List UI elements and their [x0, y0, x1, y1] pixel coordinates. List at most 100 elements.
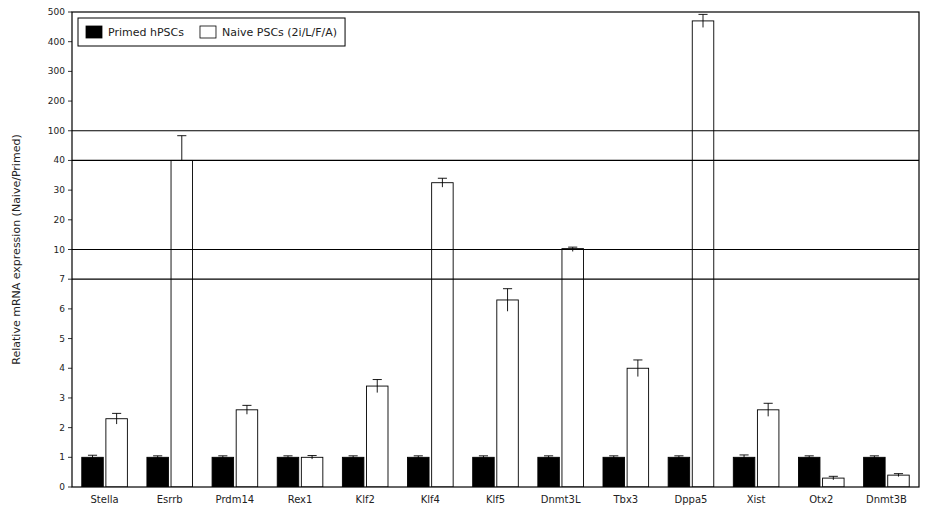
error-bar: [503, 289, 512, 312]
error-bar: [544, 456, 553, 459]
chart: 0123456710203040100200300400500StellaEsr…: [0, 0, 931, 521]
bar: [538, 457, 560, 487]
y-tick: [68, 101, 72, 102]
error-bar: [88, 455, 97, 459]
error-bar: [112, 413, 121, 424]
error-bar: [283, 456, 292, 459]
error-bar: [633, 360, 642, 377]
plot-area: [82, 14, 909, 487]
bar: [432, 183, 454, 487]
y-tick-label: 400: [48, 37, 65, 47]
bar: [82, 457, 104, 487]
y-tick-label: 100: [48, 126, 65, 136]
legend-swatch: [200, 26, 216, 38]
bar: [171, 160, 193, 487]
legend-item: Primed hPSCs: [86, 26, 184, 39]
y-tick: [68, 71, 72, 72]
error-bar: [218, 456, 227, 459]
bar: [301, 457, 323, 487]
y-tick: [68, 427, 72, 428]
x-tick-label: Dnmt3L: [541, 494, 581, 505]
legend-item: Naive PSCs (2i/L/F/A): [200, 26, 337, 39]
y-axis-label: Relative mRNA expression (Naive/Primed): [10, 134, 23, 364]
bar: [366, 386, 388, 487]
x-tick-label: Klf4: [421, 494, 440, 505]
y-tick: [68, 368, 72, 369]
error-bar: [764, 403, 773, 416]
y-tick-label: 20: [54, 215, 66, 225]
y-tick: [68, 308, 72, 309]
legend-label: Naive PSCs (2i/L/F/A): [222, 26, 337, 39]
bar: [733, 457, 755, 487]
scale-break-line: [72, 279, 919, 280]
y-tick: [68, 12, 72, 13]
legend-swatch: [86, 26, 102, 38]
y-tick-label: 500: [48, 7, 65, 17]
legend: Primed hPSCs Naive PSCs (2i/L/F/A): [78, 18, 345, 46]
error-bar: [805, 456, 814, 459]
y-tick-label: 200: [48, 96, 65, 106]
x-tick-label: Esrrb: [157, 494, 183, 505]
error-bar: [609, 456, 618, 459]
error-bar: [698, 14, 707, 27]
scale-break-line: [72, 249, 919, 250]
error-bar: [870, 456, 879, 459]
x-tick-label: Otx2: [809, 494, 833, 505]
y-tick-label: 7: [59, 274, 65, 284]
bar: [473, 457, 495, 487]
error-bar: [829, 476, 838, 480]
x-tick-label: Dnmt3B: [866, 494, 907, 505]
bar: [627, 368, 649, 487]
bar: [864, 457, 886, 487]
y-tick: [68, 487, 72, 488]
bar: [497, 300, 519, 487]
bar: [757, 410, 779, 487]
y-tick-label: 0: [59, 482, 65, 492]
error-bar: [177, 136, 186, 161]
bar: [277, 457, 299, 487]
bar: [798, 457, 820, 487]
y-tick-label: 4: [59, 363, 65, 373]
error-bar: [740, 455, 749, 460]
y-tick: [68, 249, 72, 250]
error-bar: [242, 405, 251, 414]
error-bar: [414, 456, 423, 459]
y-tick-label: 10: [54, 245, 66, 255]
y-tick: [68, 397, 72, 398]
bar: [603, 457, 625, 487]
y-tick-label: 5: [59, 334, 65, 344]
bar: [147, 457, 169, 487]
error-bar: [894, 474, 903, 477]
x-tick-label: Klf2: [356, 494, 375, 505]
y-tick: [68, 279, 72, 280]
x-tick-label: Xist: [747, 494, 766, 505]
x-tick-label: Tbx3: [612, 494, 638, 505]
y-tick-label: 40: [54, 155, 66, 165]
y-tick: [68, 219, 72, 220]
x-tick-label: Stella: [91, 494, 119, 505]
legend-frame: [78, 18, 345, 46]
x-tick-label: Klf5: [486, 494, 505, 505]
y-tick: [68, 338, 72, 339]
error-bar: [438, 178, 447, 187]
bar: [692, 21, 714, 487]
scale-break-line: [72, 130, 919, 131]
bar: [342, 457, 364, 487]
y-tick: [68, 130, 72, 131]
y-tick: [68, 457, 72, 458]
error-bar: [308, 456, 317, 460]
bar: [668, 457, 690, 487]
error-bar: [349, 456, 358, 459]
y-tick-label: 300: [48, 66, 65, 76]
bar: [562, 249, 584, 487]
x-tick-label: Dppa5: [675, 494, 708, 505]
scale-break-line: [72, 160, 919, 161]
y-tick-label: 6: [59, 304, 65, 314]
bar: [212, 457, 234, 487]
error-bar: [674, 456, 683, 459]
error-bar: [373, 380, 382, 393]
plot-frame: [72, 12, 919, 487]
bar: [888, 475, 910, 487]
y-tick: [68, 160, 72, 161]
x-tick-label: Prdm14: [216, 494, 255, 505]
